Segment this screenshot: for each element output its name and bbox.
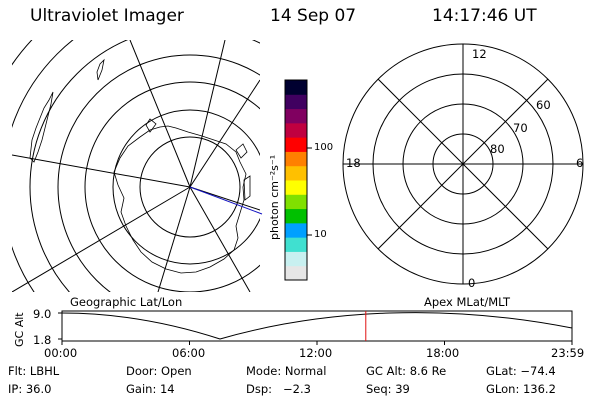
- geographic-map: [12, 40, 260, 292]
- colorbar-cell: [285, 194, 307, 210]
- mlat-label-70: 70: [513, 121, 528, 135]
- altitude-ylabel: GC Alt: [13, 312, 26, 347]
- time-tick-2359: 23:59: [551, 346, 585, 360]
- mlat-label-80: 80: [490, 142, 505, 156]
- colorbar-cell: [285, 151, 307, 167]
- seq-info: Seq: 39: [366, 382, 410, 396]
- satellite-track: [189, 186, 263, 215]
- mlt-label-6: 6: [576, 156, 584, 170]
- colorbar: [284, 79, 312, 281]
- alt-tick-9: 9.0: [33, 307, 52, 321]
- mlt-label-0: 0: [468, 276, 476, 290]
- gain-info: Gain: 14: [126, 382, 175, 396]
- apex-caption: Apex MLat/MLT: [424, 295, 511, 309]
- mlt-label-18: 18: [346, 156, 361, 170]
- mlt-label-12: 12: [472, 47, 487, 61]
- longitude-lines: [12, 40, 260, 292]
- mlat-label-60: 60: [536, 98, 551, 112]
- antarctica-coastline: [113, 125, 247, 274]
- date-label: 14 Sep 07: [270, 6, 357, 26]
- colorbar-cell: [285, 265, 307, 281]
- ip-info: IP: 36.0: [8, 382, 52, 396]
- colorbar-cell: [285, 208, 307, 224]
- time-tick-1200: 12:00: [299, 346, 333, 360]
- filter-info: Flt: LBHL: [8, 364, 60, 378]
- colorbar-cell: [285, 222, 307, 238]
- colorbar-cell: [285, 94, 307, 110]
- altitude-curve: [61, 312, 573, 340]
- instrument-title: Ultraviolet Imager: [30, 6, 184, 26]
- colorbar-cell: [285, 122, 307, 138]
- door-info: Door: Open: [126, 364, 192, 378]
- time-tick-1800: 18:00: [426, 346, 460, 360]
- time-label: 14:17:46 UT: [432, 6, 537, 26]
- colorbar-cell: [285, 137, 307, 152]
- time-tick-0000: 00:00: [44, 346, 78, 360]
- colorbar-cell: [285, 165, 307, 181]
- colorbar-tick-100: 100: [314, 142, 334, 153]
- geographic-caption: Geographic Lat/Lon: [70, 295, 183, 309]
- mode-info: Mode: Normal: [246, 364, 327, 378]
- dsp-info: Dsp: −2.3: [246, 382, 311, 396]
- time-tick-0600: 06:00: [172, 346, 206, 360]
- gc-alt-info: GC Alt: 8.6 Re: [366, 364, 447, 378]
- colorbar-cell: [285, 251, 307, 267]
- south-america-coastline: [29, 91, 54, 163]
- altitude-panel: [58, 310, 573, 345]
- alt-tick-1-8: 1.8: [33, 333, 52, 347]
- colorbar-tick-10: 10: [314, 229, 327, 240]
- colorbar-cell: [285, 180, 307, 195]
- mlt-polar-plot: [342, 43, 584, 285]
- glon-info: GLon: 136.2: [486, 382, 556, 396]
- colorbar-cell: [285, 237, 307, 252]
- colorbar-cell: [285, 108, 307, 124]
- colorbar-cell: [285, 80, 307, 95]
- latitude-circles: [12, 40, 260, 292]
- colorbar-unit-label: photon cm⁻²s⁻¹: [268, 154, 281, 240]
- glat-info: GLat: −74.4: [486, 364, 556, 378]
